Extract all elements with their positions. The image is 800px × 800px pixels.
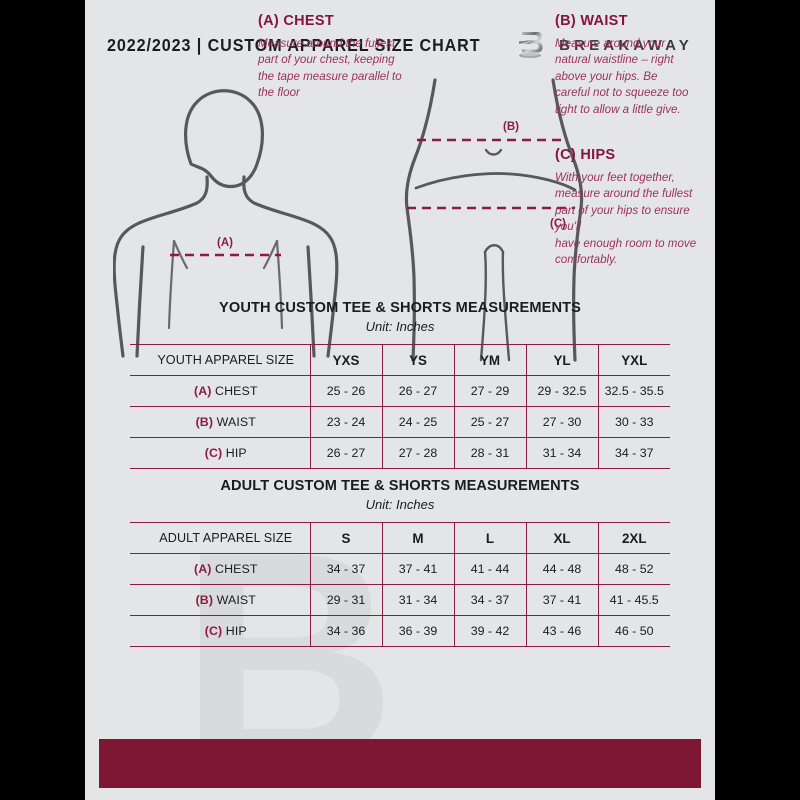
hip-measure-label: (C) bbox=[550, 218, 566, 230]
table-header-row: YOUTH APPAREL SIZE YXS YS YM YL YXL bbox=[130, 344, 670, 376]
note-hips: (C) HIPS With your feet together, measur… bbox=[555, 147, 700, 269]
youth-cell-0-2: 27 - 29 bbox=[453, 375, 526, 407]
brand-name: BREAKAWAY bbox=[559, 36, 693, 54]
note-waist-title: (B) WAIST bbox=[555, 13, 628, 29]
table-row: (C) HIP 34 - 36 36 - 39 39 - 42 43 - 46 … bbox=[130, 615, 670, 647]
adult-cell-0-1: 37 - 41 bbox=[381, 553, 454, 585]
youth-cell-2-1: 27 - 28 bbox=[381, 437, 454, 469]
youth-section-unit: Unit: Inches bbox=[365, 319, 435, 334]
adult-cell-2-1: 36 - 39 bbox=[381, 615, 454, 647]
table-row: (A) CHEST 25 - 26 26 - 27 27 - 29 29 - 3… bbox=[130, 375, 670, 407]
adult-row-2-tag: (C) bbox=[204, 624, 223, 638]
youth-row-1-name: WAIST bbox=[216, 415, 256, 429]
youth-row-0-label: (A) CHEST bbox=[130, 375, 310, 407]
waist-measure-label: (B) bbox=[503, 121, 519, 133]
brand-lockup: BREAKAWAY bbox=[515, 29, 693, 61]
youth-row-0-name: CHEST bbox=[215, 384, 258, 398]
size-chart-page: B 2022/2023 | CUSTOM APPAREL SIZE CHART bbox=[85, 0, 715, 800]
youth-row-1-label: (B) WAIST bbox=[130, 406, 310, 438]
adult-cell-2-3: 43 - 46 bbox=[525, 615, 598, 647]
adult-row-2-label: (C) HIP bbox=[130, 615, 310, 647]
youth-row-2-name: HIP bbox=[225, 446, 247, 460]
youth-section-header: YOUTH CUSTOM TEE & SHORTS MEASUREMENTS U… bbox=[85, 300, 715, 334]
adult-cell-2-0: 34 - 36 bbox=[309, 615, 382, 647]
adult-size-table: ADULT APPAREL SIZE S M L XL 2XL (A) CHES… bbox=[130, 522, 670, 647]
youth-cell-1-3: 27 - 30 bbox=[525, 406, 598, 438]
note-waist-body: Measure around your natural waistline – … bbox=[555, 37, 689, 116]
adult-section-header: ADULT CUSTOM TEE & SHORTS MEASUREMENTS U… bbox=[85, 478, 715, 512]
adult-size-col-0: S bbox=[309, 522, 382, 554]
lower-body-figure: (B) (C) bbox=[404, 78, 584, 362]
youth-size-col-2: YM bbox=[453, 344, 526, 376]
table-row: (C) HIP 26 - 27 27 - 28 28 - 31 31 - 34 … bbox=[130, 437, 670, 469]
adult-cell-0-4: 48 - 52 bbox=[597, 553, 670, 585]
youth-size-table: YOUTH APPAREL SIZE YXS YS YM YL YXL (A) … bbox=[130, 344, 670, 469]
youth-cell-1-4: 30 - 33 bbox=[597, 406, 670, 438]
note-chest: (A) CHEST Measure around the fullest par… bbox=[258, 13, 410, 102]
adult-row-0-name: CHEST bbox=[215, 562, 258, 576]
youth-size-col-0: YXS bbox=[309, 344, 382, 376]
adult-row-1-tag: (B) bbox=[195, 593, 214, 607]
note-hips-title: (C) HIPS bbox=[555, 147, 616, 163]
adult-row-2-name: HIP bbox=[225, 624, 247, 638]
measurement-illustrations: (A) (B) (C) bbox=[85, 72, 715, 364]
youth-cell-2-3: 31 - 34 bbox=[525, 437, 598, 469]
adult-cell-1-3: 37 - 41 bbox=[525, 584, 598, 616]
adult-section-unit: Unit: Inches bbox=[365, 497, 435, 512]
adult-cell-2-4: 46 - 50 bbox=[597, 615, 670, 647]
table-row: (B) WAIST 29 - 31 31 - 34 34 - 37 37 - 4… bbox=[130, 584, 670, 616]
adult-row-0-label: (A) CHEST bbox=[130, 553, 310, 585]
youth-cell-2-2: 28 - 31 bbox=[453, 437, 526, 469]
chest-measure-label: (A) bbox=[217, 237, 233, 249]
breakaway-b-monogram-icon bbox=[519, 32, 543, 58]
page-header: 2022/2023 | CUSTOM APPAREL SIZE CHART BR… bbox=[85, 28, 715, 62]
adult-cell-1-1: 31 - 34 bbox=[381, 584, 454, 616]
note-chest-title: (A) CHEST bbox=[258, 13, 334, 29]
adult-size-col-1: M bbox=[381, 522, 454, 554]
youth-size-col-1: YS bbox=[381, 344, 454, 376]
footer-accent-bar bbox=[99, 739, 701, 788]
youth-cell-2-0: 26 - 27 bbox=[309, 437, 382, 469]
youth-cell-1-2: 25 - 27 bbox=[453, 406, 526, 438]
adult-cell-1-4: 41 - 45.5 bbox=[597, 584, 670, 616]
adult-cell-1-0: 29 - 31 bbox=[309, 584, 382, 616]
adult-section-title: ADULT CUSTOM TEE & SHORTS MEASUREMENTS bbox=[220, 478, 580, 494]
youth-size-header-label: YOUTH APPAREL SIZE bbox=[130, 344, 310, 376]
youth-cell-0-0: 25 - 26 bbox=[309, 375, 382, 407]
youth-cell-1-0: 23 - 24 bbox=[309, 406, 382, 438]
youth-cell-0-3: 29 - 32.5 bbox=[525, 375, 598, 407]
adult-cell-0-2: 41 - 44 bbox=[453, 553, 526, 585]
table-header-row: ADULT APPAREL SIZE S M L XL 2XL bbox=[130, 522, 670, 554]
adult-cell-0-0: 34 - 37 bbox=[309, 553, 382, 585]
youth-cell-1-1: 24 - 25 bbox=[381, 406, 454, 438]
adult-size-col-2: L bbox=[453, 522, 526, 554]
youth-cell-2-4: 34 - 37 bbox=[597, 437, 670, 469]
youth-row-1-tag: (B) bbox=[195, 415, 214, 429]
youth-cell-0-4: 32.5 - 35.5 bbox=[597, 375, 670, 407]
adult-row-0-tag: (A) bbox=[193, 562, 212, 576]
adult-size-col-4: 2XL bbox=[597, 522, 670, 554]
adult-cell-1-2: 34 - 37 bbox=[453, 584, 526, 616]
adult-row-1-label: (B) WAIST bbox=[130, 584, 310, 616]
table-row: (A) CHEST 34 - 37 37 - 41 41 - 44 44 - 4… bbox=[130, 553, 670, 585]
youth-size-col-3: YL bbox=[525, 344, 598, 376]
adult-cell-0-3: 44 - 48 bbox=[525, 553, 598, 585]
upper-body-figure: (A) bbox=[113, 89, 339, 358]
youth-size-col-4: YXL bbox=[597, 344, 670, 376]
note-waist: (B) WAIST Measure around your natural wa… bbox=[555, 13, 695, 118]
table-row: (B) WAIST 23 - 24 24 - 25 25 - 27 27 - 3… bbox=[130, 406, 670, 438]
youth-section-title: YOUTH CUSTOM TEE & SHORTS MEASUREMENTS bbox=[219, 300, 581, 316]
youth-row-2-tag: (C) bbox=[204, 446, 223, 460]
adult-size-col-3: XL bbox=[525, 522, 598, 554]
youth-cell-0-1: 26 - 27 bbox=[381, 375, 454, 407]
youth-row-2-label: (C) HIP bbox=[130, 437, 310, 469]
adult-size-header-label: ADULT APPAREL SIZE bbox=[130, 522, 310, 554]
page-title: 2022/2023 | CUSTOM APPAREL SIZE CHART bbox=[107, 34, 481, 55]
note-chest-body: Measure around the fullest part of your … bbox=[258, 37, 402, 100]
adult-cell-2-2: 39 - 42 bbox=[453, 615, 526, 647]
adult-row-1-name: WAIST bbox=[216, 593, 256, 607]
youth-row-0-tag: (A) bbox=[193, 384, 212, 398]
note-hips-body: With your feet together, measure around … bbox=[555, 171, 697, 267]
